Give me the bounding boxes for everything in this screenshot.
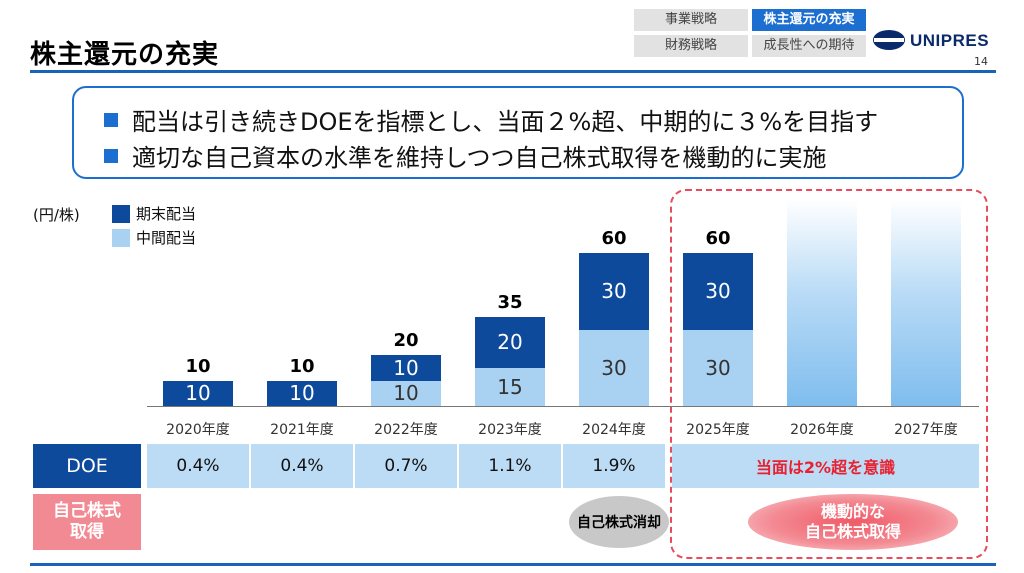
bar-segment-year-end: 10 <box>371 355 441 381</box>
bullet-text: 配当は引き続きDOEを指標とし、当面２%超、中期的に３%を目指す <box>132 108 879 136</box>
summary-bullet: 配当は引き続きDOEを指標とし、当面２%超、中期的に３%を目指す <box>104 102 878 137</box>
x-axis-line <box>147 406 979 407</box>
bar-segment-interim: 10 <box>371 380 441 406</box>
logo-text: UNIPRES <box>910 31 990 50</box>
treasury-stock-cancellation: 自己株式消却 <box>569 496 669 548</box>
legend-item-interim: 中間配当 <box>112 227 196 248</box>
bar-total-label: 35 <box>497 291 523 313</box>
bar-segment-year-end: 30 <box>683 253 753 330</box>
doe-cell: 0.4% <box>251 444 353 488</box>
legend-item-year-end: 期末配当 <box>112 203 196 224</box>
year-label: 2027年度 <box>894 422 958 438</box>
unipres-logo: UNIPRES <box>872 29 992 51</box>
bottom-divider <box>30 563 996 566</box>
doe-cell: 0.7% <box>355 444 457 488</box>
future-bar <box>787 200 857 406</box>
bullet-square-icon <box>104 148 118 163</box>
year-label: 2022年度 <box>374 422 438 438</box>
title-divider <box>30 70 996 73</box>
year-label: 2020年度 <box>166 422 230 438</box>
doe-header: DOE <box>33 444 141 488</box>
page-title: 株主還元の充実 <box>30 40 220 70</box>
bar-segment-interim: 15 <box>475 367 545 406</box>
doe-cell: 1.9% <box>563 444 665 488</box>
year-label: 2024年度 <box>582 422 646 438</box>
future-highlight-box <box>670 189 988 559</box>
bar-segment-interim: 30 <box>683 329 753 406</box>
future-bar <box>891 200 961 406</box>
year-label: 2021年度 <box>270 422 334 438</box>
unit-label: (円/株) <box>33 206 80 224</box>
buyback-label-line: 取得 <box>70 522 104 542</box>
nav-financial-strategy[interactable]: 財務戦略 <box>634 35 748 57</box>
bar-segment-year-end: 10 <box>163 380 233 406</box>
bar-total-label: 10 <box>185 355 211 377</box>
bar-segment-interim: 30 <box>579 329 649 406</box>
buyback-label-line: 自己株式 <box>53 500 121 521</box>
page-number: 14 <box>974 55 988 68</box>
summary-box: 配当は引き続きDOEを指標とし、当面２%超、中期的に３%を目指す 適切な自己資本… <box>72 86 964 179</box>
nav-growth-expectations[interactable]: 成長性への期待 <box>752 35 866 57</box>
flexible-buyback-line: 自己株式取得 <box>804 522 901 541</box>
nav-business-strategy[interactable]: 事業戦略 <box>634 9 748 31</box>
legend-label: 中間配当 <box>136 229 197 247</box>
buyback-label: 自己株式 取得 <box>33 494 141 550</box>
bar-segment-year-end: 20 <box>475 316 545 368</box>
unipres-logo-icon <box>873 30 905 50</box>
legend-label: 期末配当 <box>136 205 197 223</box>
bar-segment-year-end: 30 <box>579 253 649 330</box>
doe-future-target: 当面は2%超を意識 <box>672 444 979 488</box>
bar-total-label: 20 <box>393 330 419 351</box>
bar-total-label: 60 <box>601 228 627 249</box>
flexible-buyback-line: 機動的な <box>820 502 885 521</box>
bar-total-label: 10 <box>289 355 315 377</box>
bullet-text: 適切な自己資本の水準を維持しつつ自己株式取得を機動的に実施 <box>132 144 827 172</box>
year-label: 2023年度 <box>478 422 542 438</box>
bar-segment-year-end: 10 <box>267 380 337 406</box>
doe-cell: 0.4% <box>147 444 249 488</box>
bullet-square-icon <box>104 112 118 127</box>
doe-cell: 1.1% <box>459 444 561 488</box>
nav-shareholder-returns[interactable]: 株主還元の充実 <box>752 9 866 31</box>
summary-bullet: 適切な自己資本の水準を維持しつつ自己株式取得を機動的に実施 <box>104 138 827 173</box>
year-label: 2025年度 <box>686 422 750 438</box>
flexible-buyback-badge: 機動的な 自己株式取得 <box>748 494 958 550</box>
legend-swatch-interim <box>112 228 130 247</box>
legend-swatch-year-end <box>112 204 130 223</box>
year-label: 2026年度 <box>790 422 854 438</box>
bar-total-label: 60 <box>705 228 731 249</box>
